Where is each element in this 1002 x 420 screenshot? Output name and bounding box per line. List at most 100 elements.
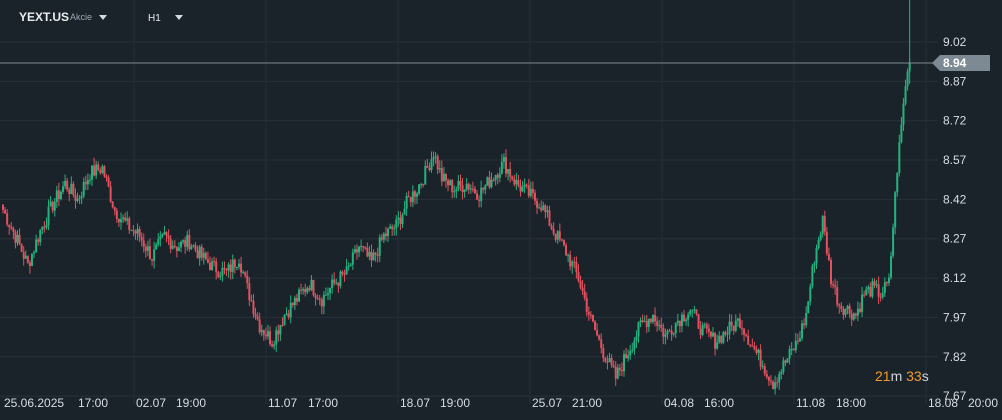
candle — [192, 244, 195, 248]
candle-body — [579, 280, 582, 288]
candle — [347, 262, 350, 271]
candle-body — [823, 215, 826, 232]
candle — [298, 287, 301, 302]
candle — [467, 182, 470, 194]
candle — [159, 231, 162, 247]
candle-body — [370, 252, 373, 261]
candle-body — [353, 249, 356, 253]
candle — [618, 363, 621, 377]
candle — [583, 283, 586, 301]
candle — [513, 175, 516, 187]
candle — [304, 283, 307, 297]
candle — [747, 329, 750, 346]
candle — [904, 79, 907, 106]
candle-body — [420, 183, 423, 185]
candle — [683, 310, 686, 323]
candle — [585, 292, 588, 317]
candle-body — [8, 224, 11, 228]
current-price-label: 8.94 — [943, 56, 967, 70]
candle-body — [709, 331, 712, 337]
candle — [631, 342, 634, 354]
candle-body — [45, 224, 48, 228]
candle — [772, 379, 775, 390]
x-tick-date: 04.08 — [664, 396, 694, 410]
candle-body — [629, 351, 632, 356]
candle-body — [633, 340, 636, 350]
candle-body — [264, 334, 267, 337]
candle — [753, 341, 756, 351]
candle-body — [78, 197, 81, 199]
candle — [656, 316, 659, 332]
candle-body — [64, 180, 67, 187]
candle — [438, 160, 441, 173]
candle-body — [80, 196, 83, 198]
candle — [372, 249, 375, 261]
candle-body — [867, 287, 870, 290]
candle — [558, 223, 561, 242]
candle-body — [894, 192, 897, 228]
chevron-down-icon[interactable] — [175, 15, 183, 20]
candle — [2, 204, 4, 214]
candle — [275, 326, 278, 352]
candle — [180, 240, 183, 253]
candle — [233, 258, 236, 274]
candle-body — [231, 259, 234, 272]
candle — [614, 361, 617, 386]
candle — [536, 197, 539, 215]
candle-body — [507, 169, 510, 174]
candle — [544, 204, 547, 219]
candle-body — [233, 259, 236, 268]
candle — [355, 244, 358, 260]
candle — [300, 283, 303, 295]
candle — [898, 134, 901, 177]
candle — [666, 329, 669, 340]
candle-body — [600, 339, 603, 349]
candle-body — [302, 289, 305, 291]
candle — [57, 182, 60, 207]
candle-body — [455, 189, 458, 192]
candle — [138, 226, 141, 243]
candle-body — [830, 260, 832, 285]
candle — [4, 207, 7, 214]
candle — [76, 192, 79, 203]
candle-body — [76, 198, 79, 201]
candle — [101, 164, 104, 175]
candle-body — [687, 314, 690, 320]
candle — [151, 258, 154, 266]
symbol-label[interactable]: YEXT.US — [19, 10, 70, 24]
candle — [186, 230, 189, 251]
candle-body — [637, 322, 640, 337]
candle — [629, 344, 632, 360]
timeframe-selector[interactable]: H1 — [148, 13, 161, 24]
candle-body — [670, 330, 673, 335]
candle — [689, 309, 692, 317]
candle-body — [405, 196, 408, 209]
candle — [221, 261, 224, 282]
candle-body — [93, 165, 96, 176]
candle — [546, 205, 549, 218]
candle-body — [229, 264, 232, 272]
candle-body — [324, 294, 327, 296]
candle — [312, 279, 315, 297]
candle-body — [192, 245, 195, 247]
candle — [726, 326, 729, 342]
candle-body — [148, 246, 151, 260]
candle — [395, 215, 398, 236]
price-axis[interactable]: 9.02 8.87 8.72 8.57 8.42 8.27 8.12 7.97 7.82 7.67 — [943, 35, 967, 403]
time-axis[interactable]: 25.06.2025 17:00 02.07 19:00 11.07 17:00 18.07… — [4, 396, 998, 410]
candle — [426, 158, 429, 169]
candle-body — [705, 324, 708, 329]
candle — [130, 229, 133, 232]
chevron-down-icon[interactable] — [99, 15, 107, 20]
candle-body — [666, 330, 669, 335]
candle — [167, 229, 170, 246]
candle-body — [171, 245, 174, 249]
candle — [844, 308, 847, 318]
candle-body — [608, 358, 611, 363]
candle-body — [111, 201, 114, 208]
candle-body — [832, 284, 835, 286]
candle — [805, 306, 808, 328]
candle — [132, 225, 135, 237]
candle — [887, 273, 890, 286]
